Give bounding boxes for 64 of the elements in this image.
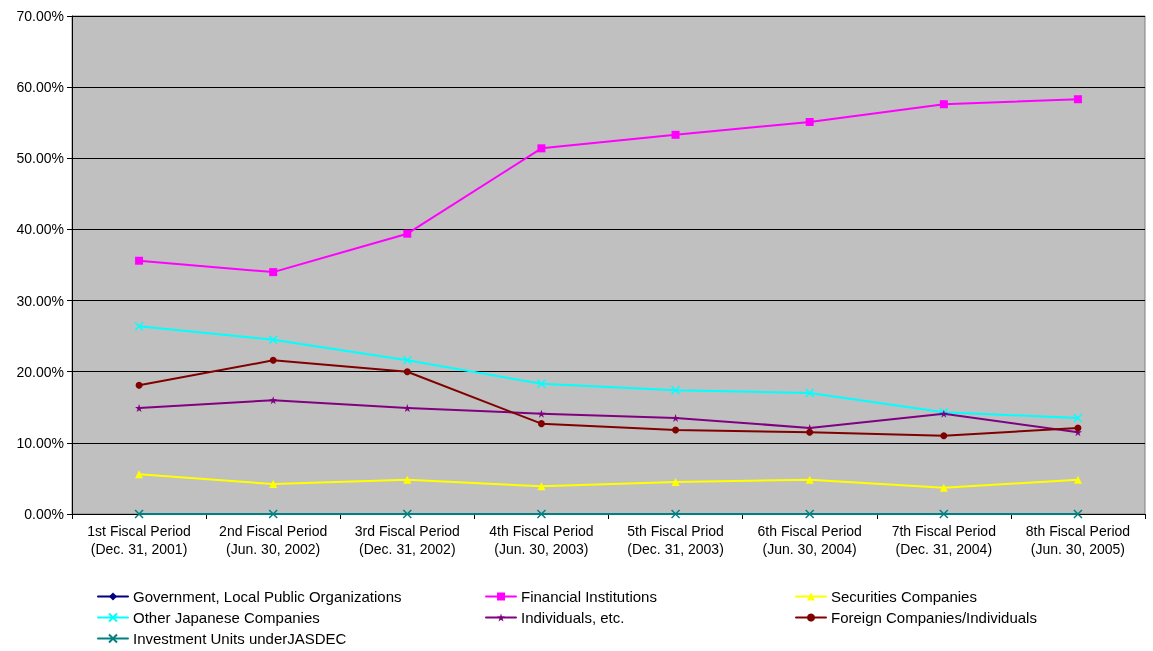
point (1073, 509, 1083, 519)
point (268, 334, 278, 345)
y-tick-label: 10.00% (16, 434, 64, 451)
point (403, 368, 411, 376)
point (805, 118, 814, 126)
point (269, 480, 278, 489)
legend-label: Foreign Companies/Individuals (831, 609, 1037, 626)
y-tick-label: 30.00% (16, 292, 64, 309)
point (403, 475, 412, 484)
y-tick-label: 0.00% (24, 506, 64, 522)
point (940, 432, 948, 440)
x-tick-label: 6th Fiscal Period (Jun. 30, 2004) (757, 523, 862, 557)
x-tick-label: 3rd Fiscal Period (Dec. 31, 2002) (354, 523, 460, 557)
legend-label: Financial Institutions (521, 588, 657, 605)
x-tick-label: 1st Fiscal Period (Dec. 31, 2001) (87, 523, 191, 557)
point (269, 396, 278, 405)
x-tick-label: 2nd Fiscal Period (Jun. 30, 2002) (219, 523, 328, 557)
point (537, 420, 545, 428)
y-tick-label: 40.00% (16, 221, 64, 238)
x-tick-label: 7th Fiscal Period (Dec. 31, 2004) (891, 523, 996, 557)
point (134, 321, 144, 331)
point (135, 470, 144, 479)
point (939, 100, 948, 109)
point (804, 388, 815, 398)
point (671, 477, 680, 486)
point (1073, 475, 1082, 484)
point (269, 356, 277, 364)
point (402, 509, 413, 519)
point (939, 483, 948, 492)
point (804, 509, 815, 519)
x-tick-label: 5th Fiscal Priod (Dec. 31, 2003) (627, 523, 724, 557)
point (402, 355, 413, 366)
point (671, 130, 680, 139)
y-tick-label: 60.00% (16, 79, 64, 96)
legend-label: Government, Local Public Organizations (133, 588, 402, 605)
point (135, 256, 144, 265)
point (1073, 413, 1083, 423)
point (537, 482, 546, 491)
point (672, 426, 680, 434)
point (536, 379, 547, 389)
point (670, 509, 681, 519)
point (403, 229, 412, 238)
point (805, 475, 814, 484)
point (135, 381, 143, 389)
point (403, 404, 412, 412)
point (939, 509, 949, 519)
legend-label: Other Japanese Companies (133, 609, 320, 626)
legend-label: Individuals, etc. (521, 609, 625, 626)
point (1073, 95, 1082, 104)
point (269, 268, 278, 277)
point (536, 509, 547, 519)
x-tick-label: 8th Fiscal Period (Jun. 30, 2005) (1025, 523, 1131, 557)
legend-label: Investment Units underJASDEC (133, 630, 347, 647)
point (537, 409, 546, 418)
point (537, 144, 546, 153)
y-tick-label: 20.00% (16, 363, 64, 380)
point (806, 428, 814, 436)
y-tick-label: 70.00% (16, 8, 64, 24)
point (670, 385, 681, 395)
point (134, 509, 144, 519)
x-tick-label: 4th Fiscal Period (Jun. 30, 2003) (489, 523, 594, 557)
point (268, 509, 278, 519)
y-tick-label: 50.00% (16, 150, 64, 167)
legend-label: Securities Companies (831, 588, 977, 605)
